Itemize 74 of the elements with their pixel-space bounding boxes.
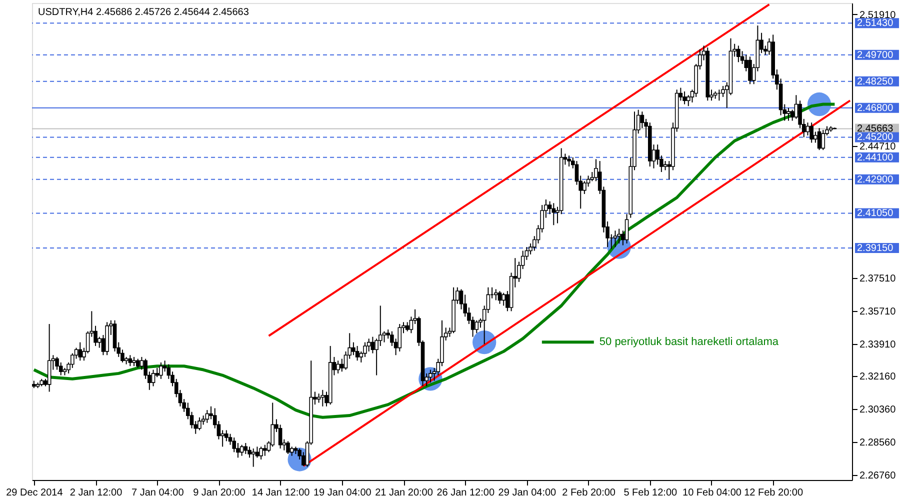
candlestick [786, 107, 790, 122]
candlestick [136, 358, 140, 368]
candlestick [159, 362, 163, 380]
ref-line-label: 2.39150 [857, 243, 894, 254]
ref-line-label: 2.49700 [857, 50, 894, 61]
y-tick-label: 2.33910 [860, 339, 896, 350]
candlestick [316, 393, 321, 404]
x-tick-label: 5 Feb 12:00 [624, 488, 678, 498]
candlestick [290, 446, 294, 456]
ref-line-label: 2.48250 [857, 76, 894, 88]
x-tick-label: 2 Jan 12:00 [70, 488, 123, 498]
x-tick-label: 10 Feb 04:00 [682, 488, 742, 498]
candlestick [398, 323, 402, 352]
candlestick [428, 369, 432, 384]
y-tick-label: 2.28560 [860, 437, 896, 448]
candlestick [748, 56, 752, 85]
candlestick [736, 45, 740, 63]
candlestick [132, 356, 136, 367]
candlestick [259, 446, 263, 460]
candlestick [810, 122, 814, 144]
candlestick [151, 369, 156, 387]
x-tick-label: 19 Jan 04:00 [313, 488, 372, 498]
ref-line-label: 2.46800 [857, 102, 894, 114]
candlestick [552, 202, 556, 226]
candlestick [370, 336, 375, 354]
ref-line-label: 2.41050 [857, 208, 894, 220]
candlestick [263, 444, 267, 456]
candlestick [617, 228, 621, 244]
candlestick [240, 444, 244, 456]
x-tick-label: 29 Jan 04:00 [498, 488, 557, 498]
x-tick-label: 26 Jan 12:00 [436, 488, 495, 498]
candlestick [355, 345, 360, 362]
candlestick [47, 323, 52, 392]
y-tick-label: 2.30360 [860, 404, 896, 416]
candlestick [205, 410, 210, 424]
candlestick [474, 320, 479, 334]
candlestick [817, 128, 822, 151]
candlestick [251, 448, 256, 468]
y-tick-label: 2.37510 [860, 274, 896, 285]
candlestick [198, 416, 202, 431]
y-tick-label: 2.35710 [860, 306, 896, 318]
x-tick-label: 2 Feb 20:00 [562, 488, 616, 498]
candlestick [502, 292, 506, 306]
candlestick [286, 440, 290, 454]
x-tick-label: 7 Jan 04:00 [131, 488, 184, 498]
candlestick [498, 290, 502, 304]
x-tick-label: 9 Jan 20:00 [193, 488, 246, 498]
candlestick [613, 230, 618, 248]
candlestick [567, 155, 571, 168]
y-tick-label: 2.26760 [860, 470, 896, 482]
candlestick [682, 90, 686, 105]
candlestick [128, 354, 132, 367]
ref-line-label: 2.51430 [857, 18, 894, 30]
ref-line-label: 2.45200 [857, 132, 894, 144]
candlestick [663, 160, 668, 171]
line-series [32, 102, 836, 419]
ref-line-label: 2.44100 [857, 152, 894, 164]
candlestick [494, 288, 498, 301]
candlestick [336, 360, 340, 374]
candlestick [405, 322, 410, 332]
ref-line-label: 2.42900 [857, 174, 894, 186]
candlestick [320, 389, 325, 407]
x-tick-label: 12 Feb 20:00 [744, 488, 804, 498]
candlestick [340, 358, 344, 372]
candlestick [806, 122, 810, 136]
x-tick-label: 29 Dec 2014 [6, 488, 64, 498]
chart-title: USDTRY,H4 2.45686 2.45726 2.45644 2.45663 [38, 7, 250, 18]
x-tick-label: 21 Jan 20:00 [375, 488, 434, 498]
y-tick-label: 2.44710 [860, 142, 896, 153]
x-tick-label: 14 Jan 12:00 [252, 488, 310, 498]
y-tick-label: 2.32160 [860, 371, 896, 382]
text: 50 periyotluk basit hareketli ortalama [599, 336, 780, 348]
candlestick [78, 342, 82, 362]
candlestick [821, 129, 826, 151]
